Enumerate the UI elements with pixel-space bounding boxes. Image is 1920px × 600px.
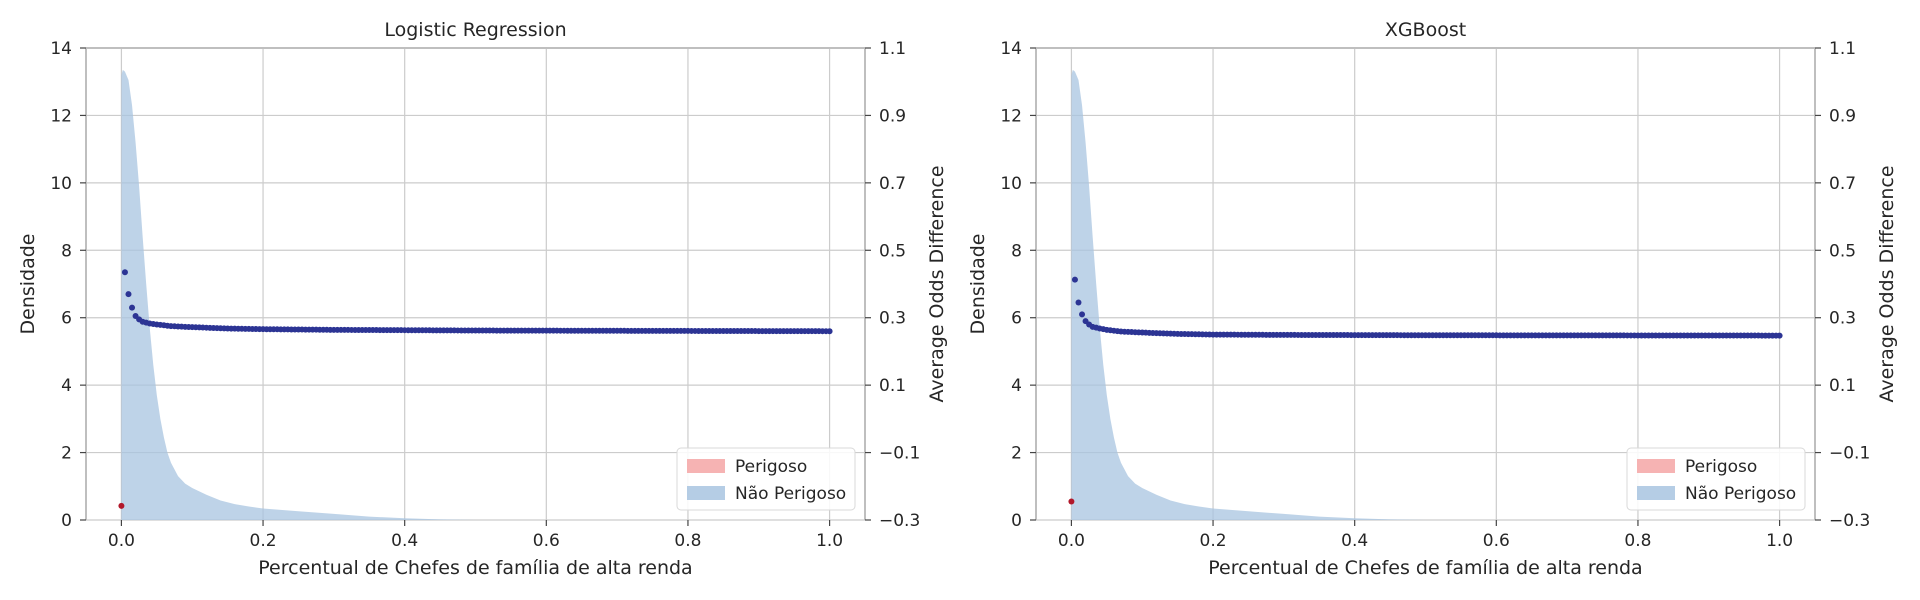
legend-label: Não Perigoso xyxy=(735,484,846,504)
y2-tick-label: 0.5 xyxy=(879,241,906,261)
x-tick-label: 0.4 xyxy=(1341,531,1368,551)
y-tick-label: 8 xyxy=(61,241,72,261)
y2-axis-label: Average Odds Difference xyxy=(926,165,948,402)
legend-swatch xyxy=(1637,486,1675,500)
y2-tick-label: −0.1 xyxy=(879,444,920,464)
odds-point-nao-perigoso xyxy=(129,304,136,311)
legend-swatch xyxy=(687,486,725,500)
y2-tick-label: 1.1 xyxy=(879,39,906,59)
x-tick-label: 0.0 xyxy=(108,531,135,551)
density-area-nao-perigoso xyxy=(1071,69,1426,520)
y2-tick-label: 0.1 xyxy=(879,376,906,396)
odds-point-perigoso xyxy=(118,502,125,509)
odds-point-nao-perigoso xyxy=(1776,332,1783,339)
y2-tick-label: 0.3 xyxy=(879,309,906,329)
legend-swatch xyxy=(1637,459,1675,473)
x-tick-label: 0.8 xyxy=(674,531,701,551)
y-tick-label: 0 xyxy=(1011,511,1022,531)
y-tick-label: 14 xyxy=(50,39,72,59)
y2-tick-label: 0.3 xyxy=(1829,309,1856,329)
y2-tick-label: 1.1 xyxy=(1829,39,1856,59)
odds-point-nao-perigoso xyxy=(1079,311,1086,318)
x-tick-label: 0.0 xyxy=(1058,531,1085,551)
y2-tick-label: 0.5 xyxy=(1829,241,1856,261)
y2-tick-label: 0.7 xyxy=(879,174,906,194)
axes-frame xyxy=(1035,47,1816,520)
y-tick-label: 12 xyxy=(1000,106,1022,126)
legend-swatch xyxy=(687,459,725,473)
x-axis-label: Percentual de Chefes de família de alta … xyxy=(258,557,692,579)
axes-frame xyxy=(85,47,866,520)
y-axis-label: Densidade xyxy=(17,234,39,335)
x-tick-label: 0.8 xyxy=(1624,531,1651,551)
y-tick-label: 0 xyxy=(61,511,72,531)
odds-point-nao-perigoso xyxy=(121,269,128,276)
odds-point-nao-perigoso xyxy=(125,291,132,298)
x-tick-label: 1.0 xyxy=(816,531,843,551)
x-axis-label: Percentual de Chefes de família de alta … xyxy=(1208,557,1642,579)
y2-tick-label: 0.9 xyxy=(1829,106,1856,126)
legend-label: Não Perigoso xyxy=(1685,484,1796,504)
x-tick-label: 0.6 xyxy=(533,531,560,551)
odds-point-perigoso xyxy=(1068,498,1075,505)
y2-tick-label: −0.3 xyxy=(1829,511,1870,531)
chart-panel-2: 0.0 0.2 0.4 0.6 0.8 1.0 0 2 4 6 8 10 12 14 −0.3 −0.1 0.1… xyxy=(967,19,1898,579)
y-tick-label: 8 xyxy=(1011,241,1022,261)
y-tick-label: 12 xyxy=(50,106,72,126)
chart-title: XGBoost xyxy=(1385,19,1466,41)
y2-tick-label: 0.1 xyxy=(1829,376,1856,396)
y2-axis-label: Average Odds Difference xyxy=(1876,165,1898,402)
x-tick-label: 0.2 xyxy=(250,531,277,551)
y-tick-label: 6 xyxy=(1011,309,1022,329)
legend: Perigoso Não Perigoso xyxy=(1626,447,1806,511)
y2-tick-label: −0.1 xyxy=(1829,444,1870,464)
y-tick-label: 4 xyxy=(61,376,72,396)
y-tick-label: 2 xyxy=(1011,444,1022,464)
odds-point-nao-perigoso xyxy=(1075,299,1082,306)
y-tick-label: 6 xyxy=(61,309,72,329)
odds-difference-series xyxy=(121,269,833,335)
y-tick-label: 14 xyxy=(1000,39,1022,59)
y-tick-label: 10 xyxy=(1000,174,1022,194)
y-axis-label: Densidade xyxy=(967,234,989,335)
odds-point-nao-perigoso xyxy=(1071,276,1078,283)
odds-point-nao-perigoso xyxy=(826,328,833,335)
y-tick-label: 4 xyxy=(1011,376,1022,396)
chart-panel-1: 0.0 0.2 0.4 0.6 0.8 1.0 0 2 4 6 8 10 12 14 −0.3 −0.1 0.1… xyxy=(17,19,948,579)
y2-tick-label: 0.7 xyxy=(1829,174,1856,194)
y-tick-label: 2 xyxy=(61,444,72,464)
x-tick-label: 0.6 xyxy=(1483,531,1510,551)
y-tick-label: 10 xyxy=(50,174,72,194)
odds-difference-series xyxy=(1071,276,1783,339)
legend-label: Perigoso xyxy=(1685,457,1757,477)
y2-tick-label: 0.9 xyxy=(879,106,906,126)
density-area-nao-perigoso xyxy=(121,69,476,520)
legend-label: Perigoso xyxy=(735,457,807,477)
legend: Perigoso Não Perigoso xyxy=(676,447,856,511)
x-tick-label: 1.0 xyxy=(1766,531,1793,551)
y2-tick-label: −0.3 xyxy=(879,511,920,531)
x-tick-label: 0.2 xyxy=(1200,531,1227,551)
x-tick-label: 0.4 xyxy=(391,531,418,551)
chart-title: Logistic Regression xyxy=(384,19,566,41)
